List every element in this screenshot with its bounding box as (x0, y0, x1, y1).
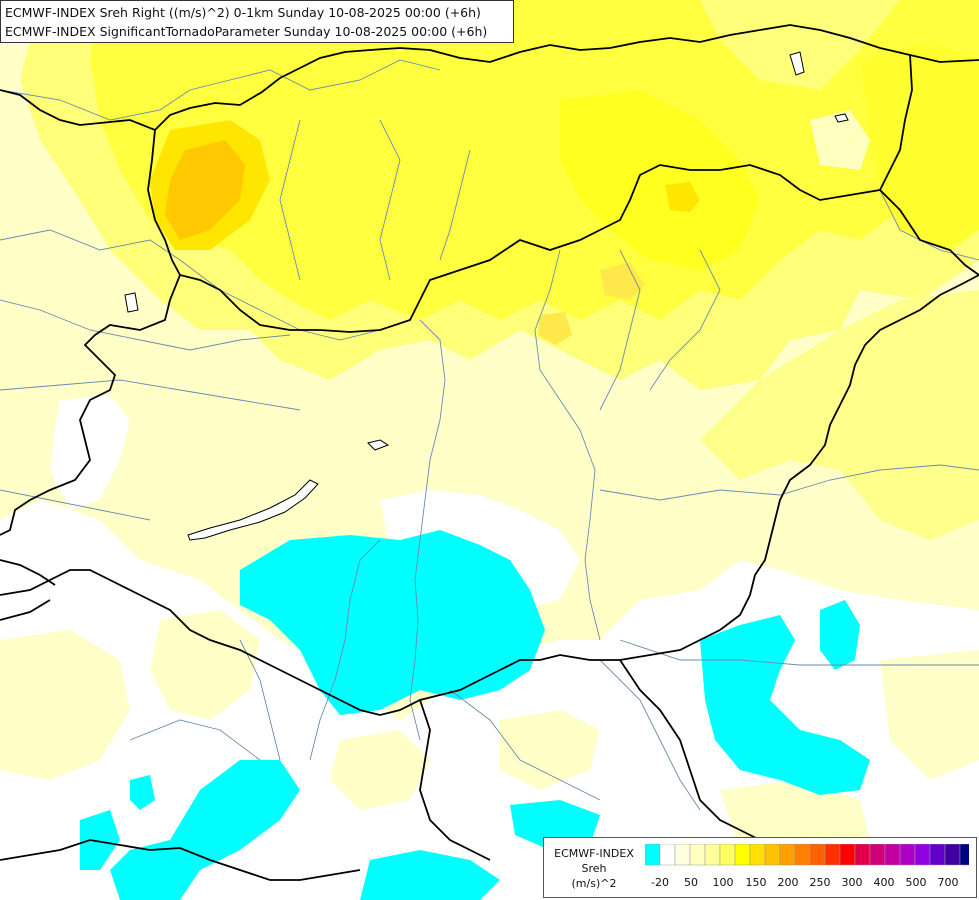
lake-small-4 (124, 292, 139, 313)
legend-swatch (704, 844, 721, 866)
lake-balaton (187, 479, 319, 541)
legend-swatch (824, 844, 841, 866)
pale-patch-south3 (500, 710, 600, 790)
lake-small-1 (367, 439, 390, 451)
legend-swatch (869, 844, 886, 866)
legend-swatch (929, 844, 946, 866)
title-line-2: ECMWF-INDEX SignificantTornadoParameter … (5, 24, 488, 39)
legend-swatch (779, 844, 796, 866)
legend-swatch (944, 844, 961, 866)
legend-tick-label: 150 (745, 876, 767, 889)
legend-tick-label: 400 (873, 876, 895, 889)
legend-swatch (734, 844, 751, 866)
legend-swatch (959, 844, 969, 866)
cyan-region-center (240, 530, 545, 715)
orange-core-west (165, 140, 245, 240)
legend-tick-label: 250 (809, 876, 831, 889)
legend-swatch (719, 844, 736, 866)
country-borders (0, 24, 979, 881)
cyan-region-south (360, 850, 500, 900)
bright-yellow-north (90, 0, 979, 320)
cyan-region-southwest (110, 760, 300, 900)
legend-swatch (689, 844, 706, 866)
legend-swatch (794, 844, 811, 866)
legend-swatch (809, 844, 826, 866)
cyan-region-southwest2 (80, 810, 120, 870)
legend-swatch (899, 844, 916, 866)
legend-swatch (914, 844, 931, 866)
pale-patch-south4 (880, 650, 979, 780)
lake-small-2 (834, 113, 849, 123)
legend-swatch (749, 844, 766, 866)
cyan-region-southwest3 (130, 775, 155, 810)
bright-yellow-east (860, 40, 979, 250)
legend-tick-label: -20 (651, 876, 669, 889)
legend-swatch (645, 844, 661, 866)
legend-tick-label: 50 (684, 876, 698, 889)
legend-tick-label: 100 (712, 876, 734, 889)
lake-small-3 (789, 51, 805, 76)
legend-swatch (884, 844, 901, 866)
legend-title-line-2: Sreh (581, 862, 607, 875)
legend-tick-label: 500 (905, 876, 927, 889)
title-line-1: ECMWF-INDEX Sreh Right ((m/s)^2) 0-1km S… (5, 5, 481, 20)
yellow-spot-center (600, 262, 645, 300)
legend-swatch (659, 844, 676, 866)
legend-color-scale (645, 844, 969, 866)
map-title-box: ECMWF-INDEX Sreh Right ((m/s)^2) 0-1km S… (0, 0, 514, 43)
pale-patch-south1 (150, 610, 260, 720)
legend-title-line-1: ECMWF-INDEX (554, 847, 634, 860)
yellow-core-east (665, 182, 700, 212)
legend-swatch (854, 844, 871, 866)
legend-swatch (674, 844, 691, 866)
rivers (0, 59, 979, 811)
legend-title-line-3: (m/s)^2 (571, 877, 617, 890)
pale-patch-south2 (0, 630, 130, 780)
legend-title: ECMWF-INDEX Sreh (m/s)^2 (548, 846, 640, 891)
pale-spot-north (810, 110, 870, 170)
legend-tick-label: 300 (841, 876, 863, 889)
legend-tick-label: 700 (937, 876, 959, 889)
legend-tick-label: 200 (777, 876, 799, 889)
pale-patch-south5 (330, 730, 430, 810)
legend-swatch (839, 844, 856, 866)
color-legend: ECMWF-INDEX Sreh (m/s)^2 -20 50 100 150 200 2… (543, 837, 977, 898)
legend-swatch (764, 844, 781, 866)
yellow-spot-center2 (538, 312, 572, 345)
cyan-region-east-small (820, 600, 860, 670)
yellow-region-east (700, 290, 979, 540)
